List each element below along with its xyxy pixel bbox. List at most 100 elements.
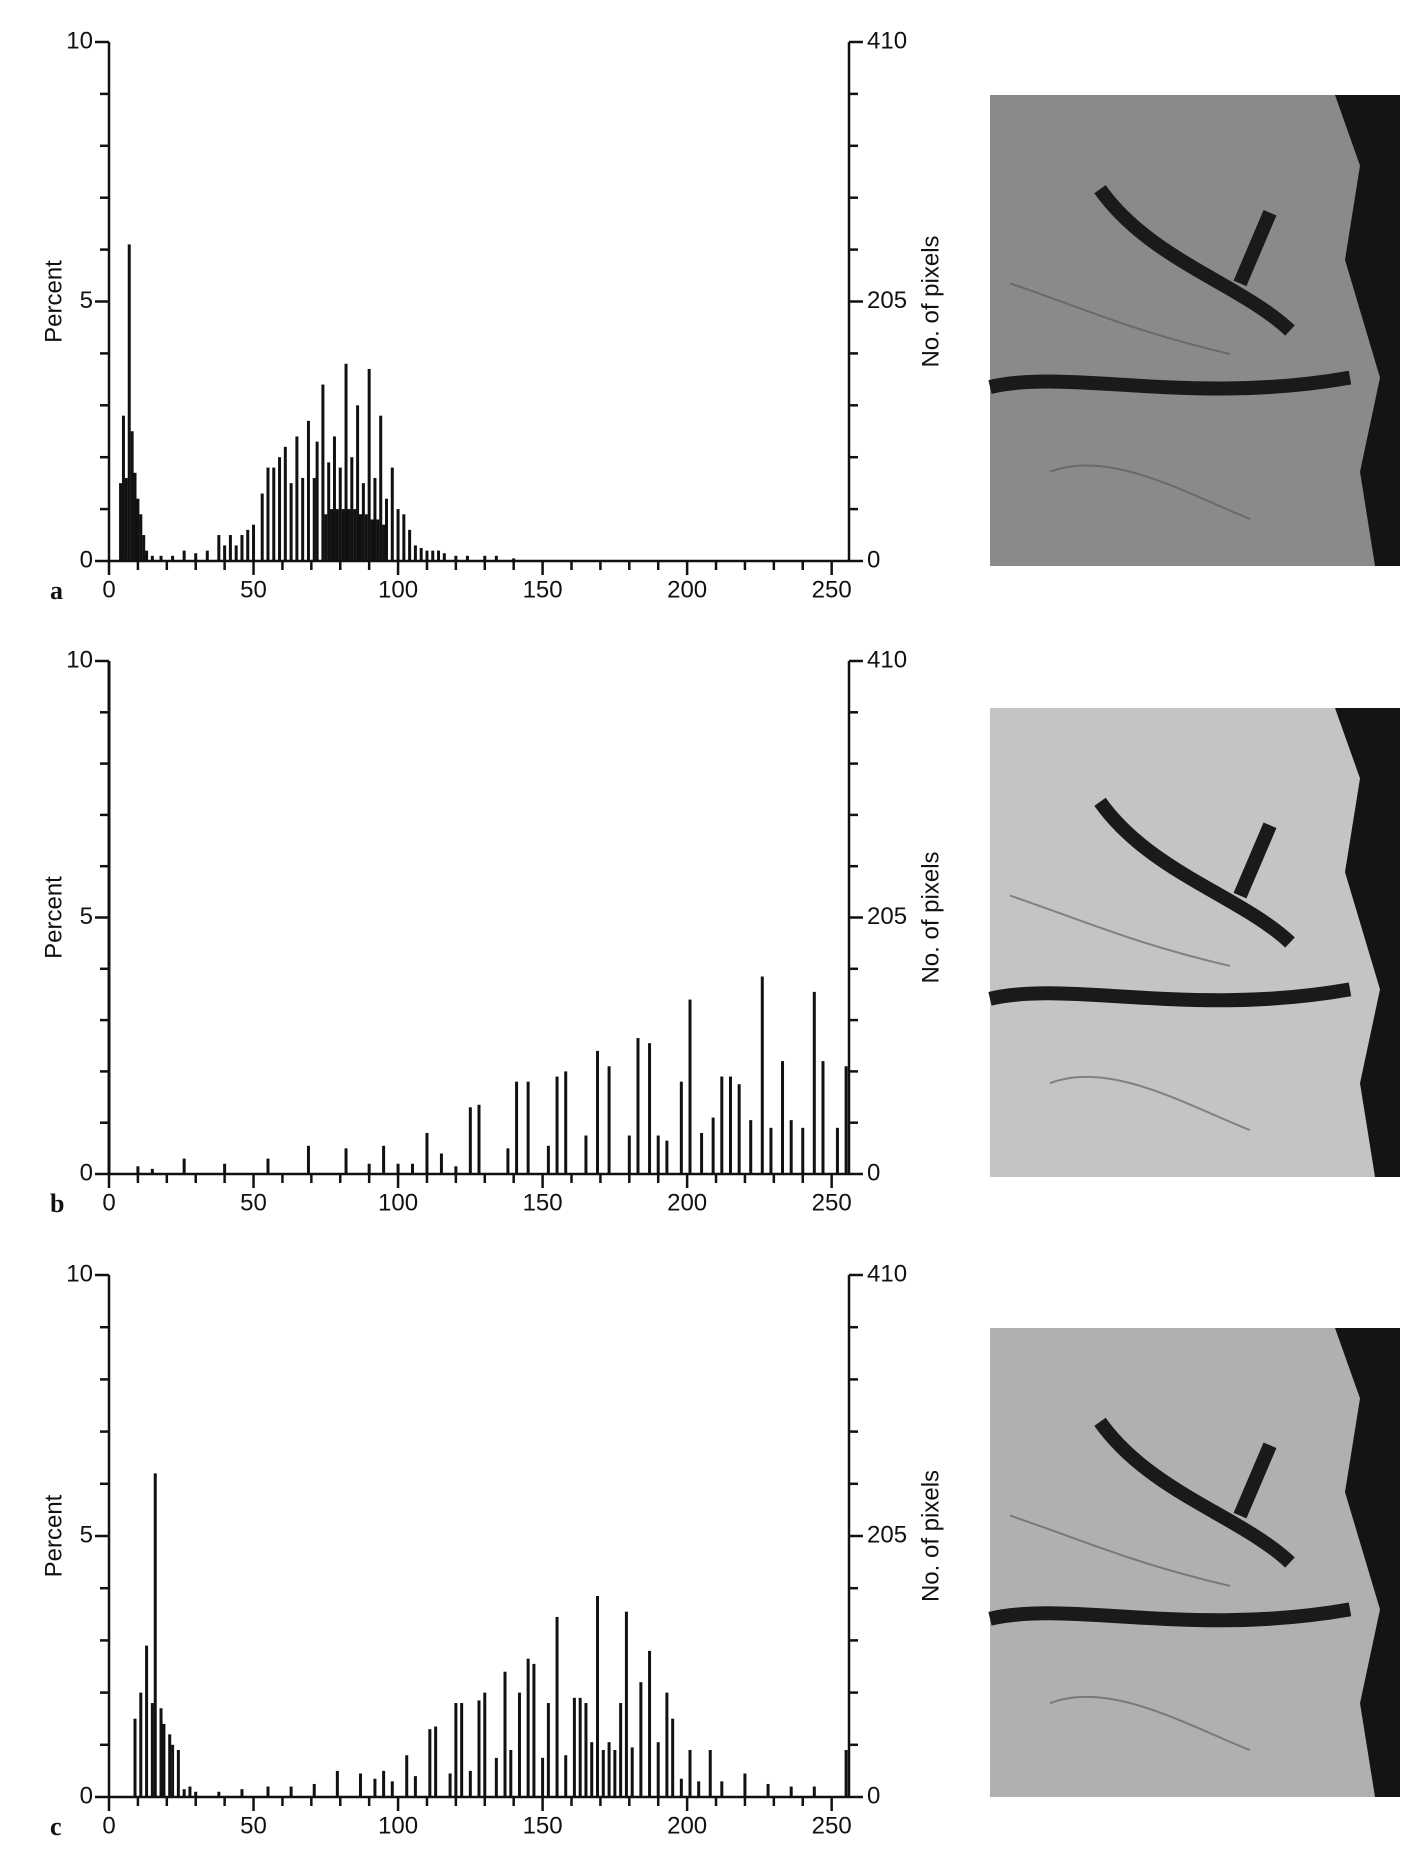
- bar: [590, 1742, 594, 1797]
- bar: [312, 1783, 316, 1797]
- y2-axis-label: No. of pixels: [917, 1470, 944, 1602]
- bar: [494, 555, 498, 561]
- bar: [182, 1789, 186, 1797]
- satellite-image: [988, 708, 1400, 1177]
- bar: [679, 1081, 683, 1174]
- bar: [509, 1750, 513, 1797]
- x-tick-label: 100: [378, 576, 418, 603]
- bar: [390, 467, 394, 561]
- bar: [162, 1723, 166, 1797]
- y-tick-label: 0: [80, 1159, 93, 1186]
- bar: [526, 1658, 530, 1797]
- bar: [749, 1120, 753, 1174]
- bar: [700, 1132, 704, 1174]
- bar: [335, 1770, 339, 1797]
- bar: [240, 535, 244, 561]
- bar: [306, 420, 310, 561]
- bar: [356, 405, 360, 561]
- x-tick-label: 100: [378, 1189, 418, 1216]
- bar: [555, 1076, 559, 1174]
- bar: [781, 1061, 785, 1174]
- bar: [477, 1104, 481, 1174]
- y2-tick-label: 0: [867, 1782, 880, 1809]
- bar: [217, 1791, 221, 1797]
- bar: [656, 1742, 660, 1797]
- bar: [252, 524, 256, 561]
- x-tick-label: 0: [102, 1189, 115, 1216]
- image-river: [988, 185, 1352, 396]
- bar: [228, 535, 232, 561]
- bar: [382, 524, 386, 561]
- y2-tick-label: 205: [867, 287, 907, 314]
- bar: [760, 976, 764, 1174]
- bar: [720, 1781, 724, 1797]
- bar: [526, 1081, 530, 1174]
- y-tick-label: 10: [66, 646, 93, 673]
- x-tick-label: 200: [667, 1189, 707, 1216]
- bar: [240, 1789, 244, 1797]
- bar: [266, 467, 270, 561]
- bar: [396, 509, 400, 561]
- y2-axis-label: No. of pixels: [917, 851, 944, 983]
- satellite-image: [988, 95, 1400, 566]
- bar: [260, 493, 264, 561]
- bar: [413, 1776, 417, 1797]
- bar: [176, 1750, 180, 1797]
- bar: [327, 462, 331, 561]
- bar: [182, 550, 186, 561]
- bar: [266, 1786, 270, 1797]
- satellite-image: [988, 1328, 1400, 1797]
- bar: [555, 1616, 559, 1797]
- bar: [454, 1166, 458, 1174]
- y-tick-label: 5: [80, 1521, 93, 1548]
- bar: [283, 446, 287, 561]
- bar: [353, 509, 357, 561]
- bar: [321, 384, 325, 561]
- bar: [376, 519, 380, 561]
- image-river: [988, 797, 1352, 1008]
- bar: [425, 1132, 429, 1174]
- image-land: [990, 708, 1400, 1177]
- bar: [596, 1050, 600, 1174]
- bar: [361, 483, 365, 561]
- bar: [107, 661, 111, 1174]
- x-tick-label: 150: [523, 1189, 563, 1216]
- y2-tick-label: 0: [867, 546, 880, 573]
- bar: [124, 477, 128, 561]
- y2-axis-label: No. of pixels: [917, 235, 944, 367]
- bar: [648, 1043, 652, 1174]
- bar: [439, 1153, 443, 1174]
- bar: [506, 1148, 510, 1174]
- image-land: [990, 95, 1400, 566]
- image-land: [990, 1328, 1400, 1797]
- bar: [665, 1140, 669, 1174]
- bar: [382, 1145, 386, 1174]
- bar: [145, 1645, 149, 1797]
- bar: [697, 1781, 701, 1797]
- x-tick-label: 250: [812, 1189, 852, 1216]
- bar: [358, 514, 362, 561]
- bar: [133, 472, 137, 561]
- bar: [411, 1163, 415, 1174]
- image-sea: [1335, 1328, 1400, 1797]
- y2-tick-label: 0: [867, 1159, 880, 1186]
- image-sea: [1335, 95, 1400, 566]
- bar: [601, 1750, 605, 1797]
- y-tick-label: 5: [80, 903, 93, 930]
- bar: [789, 1786, 793, 1797]
- bar: [364, 514, 368, 561]
- bar: [431, 550, 435, 561]
- bar: [301, 477, 305, 561]
- bar: [468, 1107, 472, 1174]
- bar: [711, 1117, 715, 1174]
- bar: [194, 1791, 198, 1797]
- bar: [460, 1703, 464, 1797]
- bar: [419, 548, 423, 561]
- y-tick-label: 10: [66, 27, 93, 54]
- x-tick-label: 50: [240, 576, 267, 603]
- y2-tick-label: 410: [867, 646, 907, 673]
- bar: [139, 514, 143, 561]
- y2-tick-label: 410: [867, 1260, 907, 1287]
- y-tick-label: 5: [80, 287, 93, 314]
